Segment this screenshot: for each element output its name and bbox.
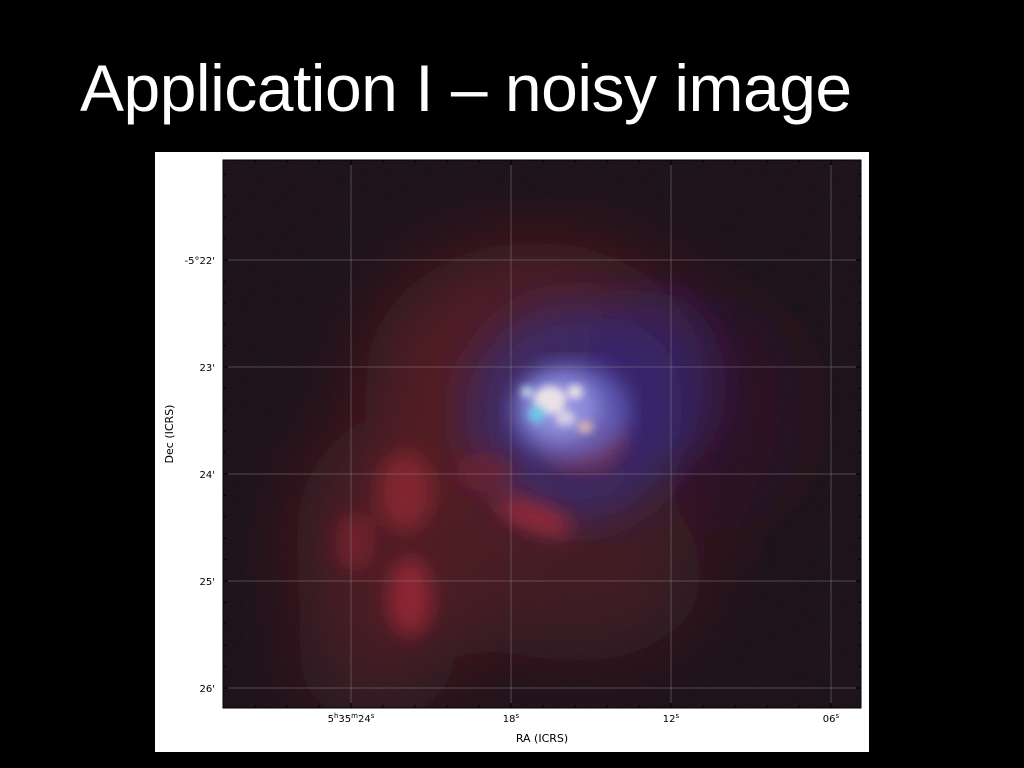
x-ticks xyxy=(222,160,832,708)
y-axis-label: Dec (ICRS) xyxy=(163,405,176,464)
x-tick-label: 06s xyxy=(823,712,840,725)
slide-title: Application I – noisy image xyxy=(80,51,852,125)
x-tick-label: 12s xyxy=(663,712,680,725)
y-tick-label: 26' xyxy=(200,684,215,695)
y-tick-label: -5°22' xyxy=(185,256,215,267)
x-tick-label: 5h35m24s xyxy=(328,712,375,725)
y-tick-labels: -5°22' 23' 24' 25' 26' xyxy=(185,256,215,695)
image-noise xyxy=(223,160,861,708)
figure-panel: 5h35m24s 18s 12s 06s -5°22' 23' 24' 25' … xyxy=(155,152,869,752)
grid-lines xyxy=(223,160,861,708)
y-tick-label: 24' xyxy=(200,470,215,481)
x-axis-label: RA (ICRS) xyxy=(516,732,568,745)
x-tick-labels: 5h35m24s 18s 12s 06s xyxy=(328,712,840,725)
x-tick-label: 18s xyxy=(503,712,520,725)
y-tick-label: 23' xyxy=(200,363,215,374)
plot-frame xyxy=(222,159,862,709)
y-ticks xyxy=(223,173,861,689)
y-tick-label: 25' xyxy=(200,577,215,588)
astronomy-image-plot: 5h35m24s 18s 12s 06s -5°22' 23' 24' 25' … xyxy=(163,159,862,745)
